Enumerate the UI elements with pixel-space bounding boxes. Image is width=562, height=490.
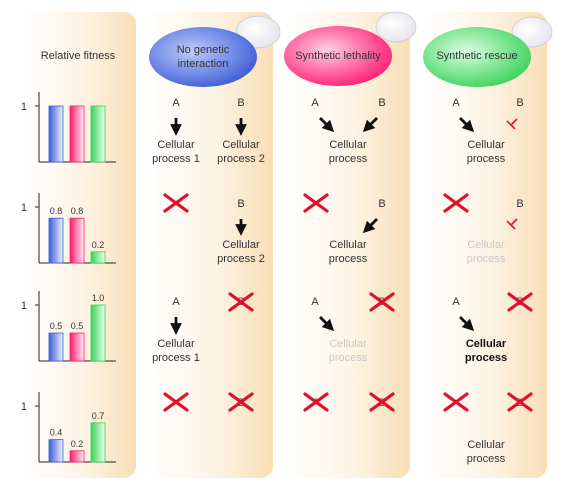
panel2-bar-1-label: 0.8 bbox=[50, 206, 63, 216]
row4-no-delete-b-icon: B bbox=[228, 392, 254, 412]
panel2-bar-2-label: 0.8 bbox=[71, 206, 84, 216]
row1-no-process2: Cellular process 2 bbox=[217, 139, 265, 165]
row3-sr-arrow-a bbox=[459, 316, 475, 332]
row4-sl-delete-a-icon: A bbox=[303, 392, 329, 412]
row1-sl-gene-b: B bbox=[378, 97, 386, 109]
panel2-bar-1 bbox=[48, 217, 64, 264]
row2-sl-arrow-b bbox=[362, 218, 378, 234]
row4-sr-delete-b-icon: B bbox=[507, 392, 533, 412]
panel1-bar-2 bbox=[69, 105, 85, 163]
panel2-tick-label: 1 bbox=[21, 202, 27, 214]
no-interaction-cell bbox=[149, 15, 281, 87]
header-no-interaction-line2: interaction bbox=[177, 58, 229, 70]
row2-sl-gene-b: B bbox=[378, 198, 386, 210]
row2-sl-process: Cellular process bbox=[328, 239, 368, 265]
row3-sl-arrow-a bbox=[319, 316, 335, 332]
row3-sl-process-faded: Cellular process bbox=[328, 338, 368, 364]
panel1-tick-label: 1 bbox=[21, 101, 27, 113]
row2-sr-inhibit-b bbox=[506, 218, 518, 230]
panel4-bar-1-label: 0.4 bbox=[50, 428, 63, 438]
synthetic-lethality-cell bbox=[284, 11, 417, 86]
panel2-bar-2 bbox=[69, 217, 85, 264]
row2-sl-delete-a-icon bbox=[303, 193, 329, 213]
row2-no-gene-b: B bbox=[237, 198, 245, 210]
header-no-interaction-line1: No genetic bbox=[176, 44, 230, 56]
panel3-bar-3 bbox=[90, 304, 106, 362]
row4-sr-process: Cellular process bbox=[466, 439, 506, 465]
row1-sl-gene-a: A bbox=[311, 97, 319, 109]
row4-sl-delete-b-icon: B bbox=[369, 392, 395, 412]
row3-no-gene-a: A bbox=[172, 296, 180, 308]
synthetic-rescue-column-panel bbox=[423, 12, 547, 478]
row4-no-delete-a-icon bbox=[163, 392, 189, 412]
panel4-tick-label: 1 bbox=[21, 401, 27, 413]
header-synthetic-lethality: Synthetic lethality bbox=[295, 50, 381, 62]
panel3-bar-2-label: 0.5 bbox=[71, 321, 84, 331]
fitness-charts: 1 1 0.8 0.8 0.2 1 0.5 0.5 1.0 1 0.4 0.2 0.7 bbox=[21, 92, 116, 463]
fitness-title: Relative fitness bbox=[40, 50, 116, 62]
panel4-bar-3-label: 0.7 bbox=[92, 411, 105, 421]
row3-sl-delete-b-icon: B bbox=[369, 292, 395, 312]
row2-sr-delete-a-icon bbox=[443, 193, 469, 213]
no-interaction-column-panel bbox=[145, 12, 273, 478]
row1-sl-arrow-a bbox=[319, 117, 335, 133]
row4-sr-delete-a-icon bbox=[443, 392, 469, 412]
panel2-bar-3 bbox=[90, 251, 106, 264]
header-synthetic-rescue: Synthetic rescue bbox=[436, 50, 518, 62]
row1-no-process1: Cellular process 1 bbox=[152, 139, 200, 165]
panel3-bar-2 bbox=[69, 332, 85, 362]
row1-sr-arrow-a bbox=[459, 117, 475, 133]
synthetic-lethality-column-panel bbox=[286, 12, 410, 478]
panel3-bar-1 bbox=[48, 332, 64, 362]
panel4-bar-2 bbox=[69, 450, 85, 463]
header-cells bbox=[149, 11, 553, 87]
row3-no-process1: Cellular process 1 bbox=[152, 338, 200, 364]
row2-no-delete-a-icon bbox=[163, 193, 189, 213]
panel4-bar-1 bbox=[48, 439, 64, 463]
row1-no-gene-b: B bbox=[237, 97, 245, 109]
row2-no-process2: Cellular process 2 bbox=[217, 239, 265, 265]
row1-sr-process: Cellular process bbox=[466, 139, 506, 165]
row3-sr-delete-b-icon: B bbox=[507, 292, 533, 312]
row3-sl-gene-a: A bbox=[311, 296, 319, 308]
row1-sl-process: Cellular process bbox=[328, 139, 368, 165]
synthetic-rescue-cell bbox=[423, 16, 553, 87]
row2-sr-process-faded: Cellular process bbox=[466, 239, 506, 265]
row2-sr-gene-b: B bbox=[516, 198, 524, 210]
panel2-bar-3-label: 0.2 bbox=[92, 240, 105, 250]
panel3-bar-1-label: 0.5 bbox=[50, 321, 63, 331]
row1-sr-gene-a: A bbox=[452, 97, 460, 109]
row1-sr-gene-b: B bbox=[516, 97, 524, 109]
row3-sr-gene-a: A bbox=[452, 296, 460, 308]
row1-sr-inhibit-b bbox=[506, 118, 518, 130]
panel4-bar-2-label: 0.2 bbox=[71, 439, 84, 449]
row1-sl-arrow-b bbox=[362, 117, 378, 133]
row3-no-delete-b-icon: B bbox=[228, 292, 254, 312]
row3-sr-process-bold: Cellular process bbox=[464, 338, 508, 364]
panel3-bar-3-label: 1.0 bbox=[92, 293, 105, 303]
row1-no-gene-a: A bbox=[172, 97, 180, 109]
panel1-bar-3 bbox=[90, 105, 106, 163]
panel1-bar-1 bbox=[48, 105, 64, 163]
panel4-bar-3 bbox=[90, 422, 106, 463]
panel3-tick-label: 1 bbox=[21, 300, 27, 312]
